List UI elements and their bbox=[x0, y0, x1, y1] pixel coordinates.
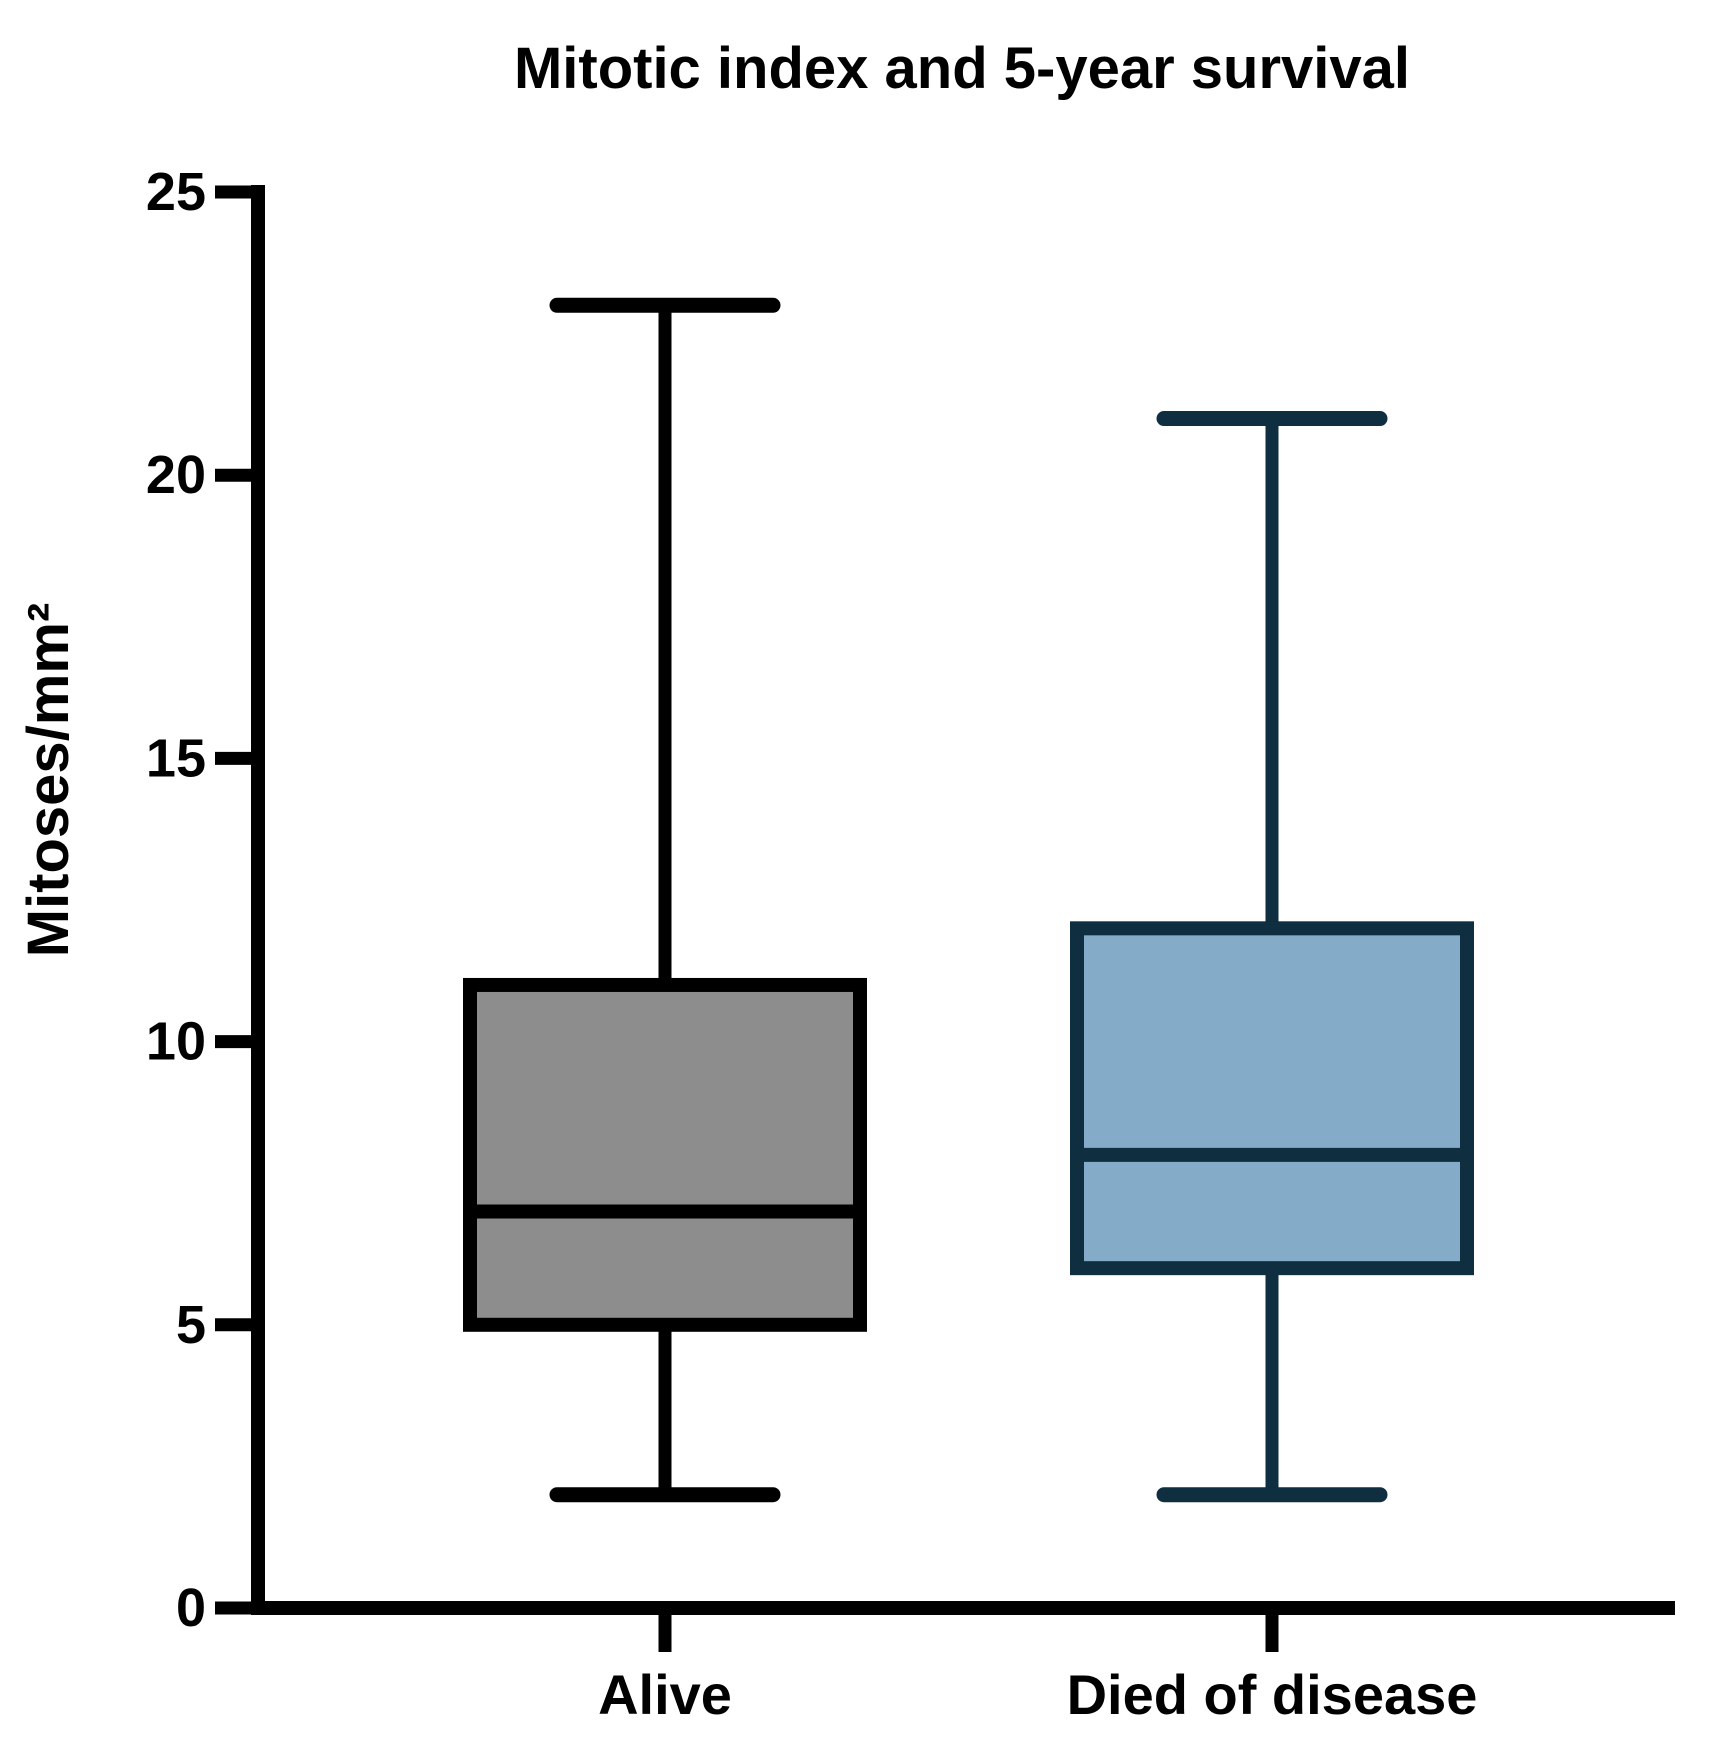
y-axis-title: Mitoses/mm² bbox=[16, 603, 81, 958]
iqr-box-alive bbox=[463, 977, 867, 1332]
chart-shapes-layer: 0 5 10 15 20 25 bbox=[146, 162, 1675, 1652]
y-tick-label-5: 5 bbox=[176, 1295, 206, 1355]
y-tick-label-25: 25 bbox=[146, 162, 206, 222]
iqr-box-died-of-disease bbox=[1070, 921, 1474, 1276]
y-tick-label-0: 0 bbox=[176, 1578, 206, 1638]
x-category-label-died-of-disease: Died of disease bbox=[1067, 1663, 1478, 1726]
y-tick-label-20: 20 bbox=[146, 445, 206, 505]
chart-title: Mitotic index and 5-year survival bbox=[514, 36, 1410, 101]
y-tick-label-15: 15 bbox=[146, 728, 206, 788]
y-tick-label-10: 10 bbox=[146, 1012, 206, 1072]
x-category-label-alive: Alive bbox=[598, 1663, 732, 1726]
